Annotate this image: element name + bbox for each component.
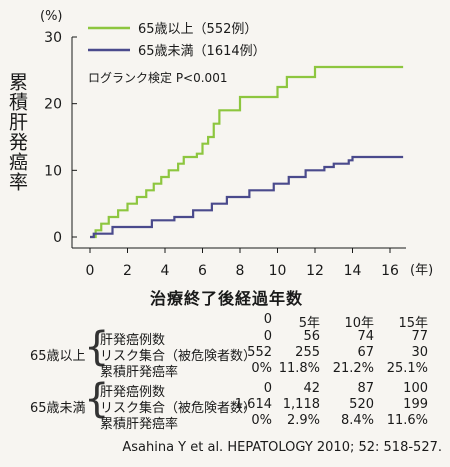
- x-tick-label: 6: [198, 263, 207, 279]
- risk-cell: 0%: [251, 413, 272, 428]
- logrank-annotation: ログランク検定 P<0.001: [88, 70, 227, 85]
- citation-caption: Asahina Y et al. HEPATOLOGY 2010; 52: 51…: [122, 440, 442, 455]
- x-tick-label: 14: [344, 263, 362, 279]
- risk-cell: 21.2%: [332, 361, 374, 376]
- risk-row-label: 累積肝発癌率: [100, 417, 179, 432]
- y-axis-label: 累積肝発癌率: [6, 72, 28, 192]
- x-tick-label: 8: [236, 263, 245, 279]
- risk-cell: 1,614: [234, 397, 272, 412]
- risk-cell: 1,118: [282, 397, 320, 412]
- risk-cell: 25.1%: [386, 361, 428, 376]
- y-tick-label: 20: [44, 97, 62, 113]
- x-unit-label: (年): [410, 263, 433, 278]
- y-tick-label: 30: [44, 30, 62, 46]
- risk-cell: 255: [295, 345, 320, 360]
- chart: 0 10 20 30 0 2 4 6 8 10 12 14 16 65歳以上（552例） 65歳未満（16…: [40, 9, 433, 279]
- x-tick-label: 10: [269, 263, 287, 279]
- risk-cell: 552: [247, 345, 272, 360]
- chart-series: [90, 65, 404, 239]
- risk-cell: 42: [303, 381, 320, 396]
- risk-group-brace: {: [84, 324, 110, 370]
- x-tick-label: 2: [123, 263, 132, 279]
- legend-label-1: 65歳以上（552例）: [138, 22, 257, 37]
- chart-axes: 0 10 20 30 0 2 4 6 8 10 12 14 16: [44, 30, 406, 279]
- risk-cell: 56: [303, 329, 320, 344]
- risk-row-label: 累積肝発癌率: [100, 365, 179, 380]
- x-tick-label: 0: [86, 263, 95, 279]
- y-tick-label: 0: [53, 230, 62, 246]
- risk-table-year: 0: [263, 312, 272, 327]
- risk-group-label: 65歳未満: [30, 401, 86, 416]
- risk-cell: 0: [263, 381, 272, 396]
- risk-row-label: リスク集合（被危険者数）: [100, 401, 257, 416]
- risk-cell: 2.9%: [286, 413, 320, 428]
- x-tick-label: 12: [306, 263, 324, 279]
- risk-group-brace: {: [84, 376, 110, 422]
- x-axis-label: 治療終了後経過年数: [150, 289, 304, 308]
- risk-group-label: 65歳以上: [30, 349, 86, 364]
- risk-row-label: 肝発癌例数: [100, 385, 166, 400]
- legend-label-2: 65歳未満（1614例）: [138, 44, 266, 59]
- risk-cell: 11.8%: [278, 361, 320, 376]
- risk-cell: 74: [357, 329, 374, 344]
- series-line-1: [90, 65, 404, 239]
- risk-row-label: リスク集合（被危険者数）: [100, 349, 257, 364]
- risk-cell: 77: [411, 329, 428, 344]
- risk-cell: 0%: [251, 361, 272, 376]
- risk-cell: 0: [263, 329, 272, 344]
- risk-table: 0 5年 10年 15年 65歳以上{肝発癌例数 0 56 74 77 リスク集合（被危険者数） 5…: [0, 312, 450, 432]
- y-tick-label: 10: [44, 163, 62, 179]
- chart-legend: 65歳以上（552例） 65歳未満（1614例）: [88, 22, 266, 59]
- risk-cell: 67: [357, 345, 374, 360]
- y-unit-label: (%): [40, 9, 63, 24]
- risk-cell: 87: [357, 381, 374, 396]
- risk-table-year: 15年: [398, 316, 428, 331]
- risk-row-label: 肝発癌例数: [100, 333, 166, 348]
- risk-cell: 199: [403, 397, 428, 412]
- risk-cell: 8.4%: [340, 413, 374, 428]
- risk-cell: 30: [411, 345, 428, 360]
- risk-table-year: 5年: [298, 316, 320, 331]
- series-line-2: [90, 155, 404, 239]
- risk-table-year: 10年: [344, 316, 374, 331]
- risk-cell: 11.6%: [386, 413, 428, 428]
- risk-cell: 100: [403, 381, 428, 396]
- risk-cell: 520: [349, 397, 374, 412]
- x-tick-label: 16: [381, 263, 399, 279]
- x-tick-label: 4: [161, 263, 170, 279]
